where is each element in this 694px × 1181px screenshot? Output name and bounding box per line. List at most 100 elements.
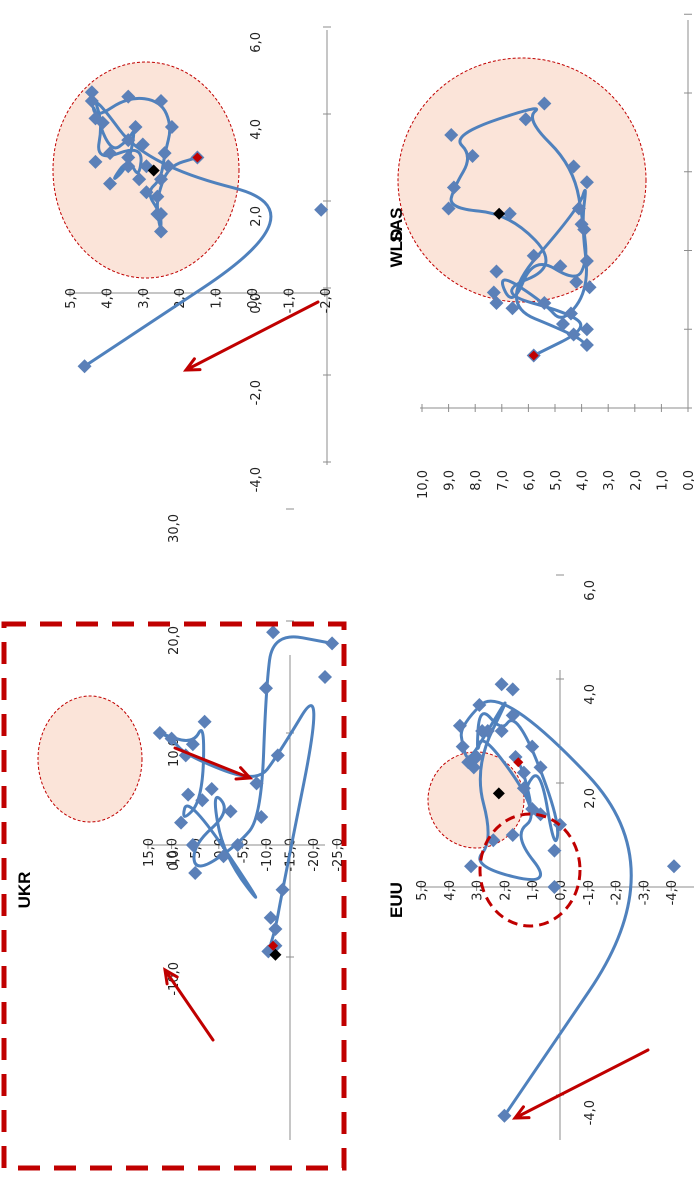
data-point — [216, 849, 231, 864]
data-point — [666, 859, 681, 874]
data-point — [84, 85, 99, 100]
data-point — [275, 882, 290, 897]
cluster-circle — [397, 57, 647, 303]
y-tick-label: 0,0 — [246, 288, 261, 309]
chart-title-euu: EUU — [387, 882, 406, 918]
data-point — [461, 755, 476, 770]
data-point — [486, 285, 501, 300]
data-point — [579, 338, 594, 352]
data-point — [154, 93, 168, 108]
data-point — [263, 910, 278, 925]
trend-arrow — [511, 1048, 650, 1120]
data-point — [579, 322, 594, 337]
data-point — [518, 112, 533, 127]
data-point — [571, 201, 586, 216]
y-tick-label: 15,0 — [142, 838, 157, 867]
y-tick-label: 5,0 — [415, 880, 430, 901]
y-tick-label: -20,0 — [307, 838, 322, 872]
data-point — [569, 275, 584, 289]
last-point-marker — [528, 350, 539, 361]
data-point — [157, 146, 172, 161]
data-point — [204, 782, 219, 796]
x-tick-label: 2,0 — [249, 206, 264, 227]
data-point — [95, 115, 110, 130]
data-point — [174, 815, 189, 830]
x-tick-label: 20,0 — [167, 626, 182, 655]
data-point — [533, 760, 548, 775]
highlight-ring — [478, 812, 582, 928]
data-point — [494, 724, 509, 738]
data-point — [185, 737, 200, 752]
data-point — [489, 264, 504, 279]
data-point — [582, 280, 597, 295]
y-tick-label: -2,0 — [610, 880, 625, 905]
y-tick-label: 1,0 — [655, 470, 670, 491]
data-point — [135, 137, 150, 152]
chart-euu: EUU-5,0-4,0-3,0-2,0-1,00,01,02,03,04,05,… — [387, 574, 694, 1140]
y-tick-label: -1,0 — [282, 288, 297, 313]
data-point — [553, 259, 568, 274]
chart-ukr: UKR-25,0-20,0-15,0-10,0-5,00,05,010,015,… — [15, 508, 346, 1140]
y-tick-label: 1,0 — [210, 288, 225, 309]
data-point — [161, 159, 176, 174]
data-point — [121, 159, 136, 174]
series-line — [162, 635, 333, 951]
x-tick-label: -4,0 — [249, 467, 264, 492]
data-point — [132, 172, 147, 187]
data-point — [88, 154, 103, 169]
last-point-marker — [268, 940, 279, 951]
data-point — [103, 146, 118, 161]
last-point-marker — [192, 152, 203, 163]
data-point — [195, 793, 210, 808]
y-tick-label: -10,0 — [260, 838, 275, 872]
data-point — [103, 176, 118, 191]
y-tick-label: 10,0 — [416, 470, 431, 499]
data-point — [121, 133, 136, 148]
data-point — [547, 880, 562, 894]
series-line — [459, 699, 633, 1117]
data-point — [465, 149, 480, 163]
data-point — [266, 625, 281, 640]
y-tick-label: 8,0 — [469, 470, 484, 491]
data-point — [497, 1108, 512, 1123]
data-point — [230, 838, 245, 852]
data-point — [121, 89, 136, 104]
data-point — [84, 93, 99, 108]
y-tick-label: 5,0 — [64, 288, 79, 309]
data-point — [537, 296, 552, 310]
cluster-circle — [37, 695, 143, 823]
x-tick-label: 0,0 — [249, 293, 264, 314]
y-tick-label: 4,0 — [443, 880, 458, 901]
data-point — [441, 201, 456, 216]
data-point — [314, 202, 329, 217]
data-point — [563, 306, 578, 321]
chart-title-ukr: UKR — [15, 872, 34, 909]
data-point — [254, 810, 269, 824]
data-point — [505, 682, 520, 697]
data-point — [526, 248, 541, 263]
data-point — [164, 731, 179, 746]
chart-title-sas: SAS — [387, 208, 406, 243]
x-tick-label: 4,0 — [583, 684, 598, 705]
y-tick-label: -2,0 — [319, 288, 334, 313]
data-point — [505, 708, 520, 723]
trend-arrow — [163, 967, 215, 1042]
data-point — [128, 120, 143, 135]
mean-point-marker — [269, 948, 282, 961]
data-point — [566, 159, 581, 174]
y-tick-label: 4,0 — [100, 288, 115, 309]
data-point — [121, 150, 136, 165]
y-tick-label: -3,0 — [637, 880, 652, 905]
data-point — [446, 180, 461, 195]
y-tick-label: 10,0 — [166, 838, 181, 867]
x-tick-label: 0,0 — [167, 850, 182, 871]
data-point — [259, 681, 273, 696]
data-point — [139, 185, 154, 200]
data-point — [480, 724, 495, 738]
mean-point-marker — [493, 207, 506, 220]
data-point — [249, 776, 264, 791]
chart-wld: WLD -2,0 -1,0 0,0 1,0 2,0 3,0 4,0 5,0 -4,0 -2,0 0,0… — [52, 26, 406, 492]
trend-arrow — [173, 746, 254, 781]
data-point — [525, 739, 540, 754]
